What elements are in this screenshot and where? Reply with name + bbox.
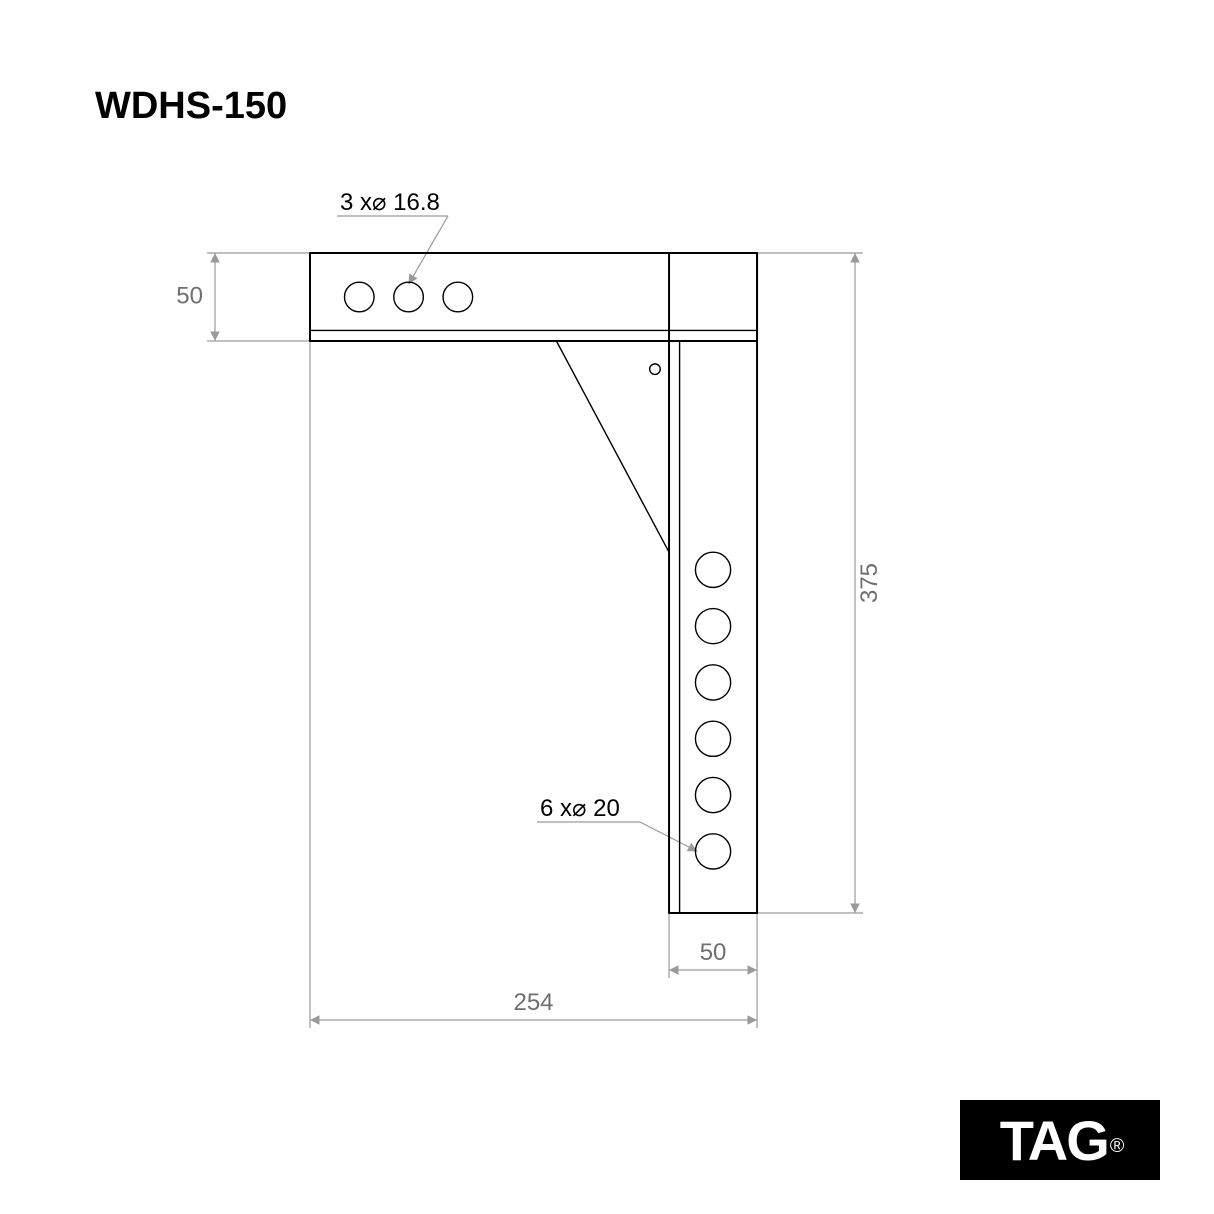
svg-text:3 x⌀ 16.8: 3 x⌀ 16.8 [340,189,440,216]
engineering-drawing: 50 375 50 254 3 x⌀ 16.8 6 x⌀ 20 [0,0,1214,1214]
brand-logo: TAG® [960,1100,1160,1180]
part-number-title: WDHS-150 [95,85,287,128]
svg-text:375: 375 [856,563,883,603]
brand-logo-text: TAG [1000,1108,1108,1173]
svg-text:50: 50 [176,282,203,309]
svg-text:254: 254 [513,989,553,1016]
svg-text:6 x⌀ 20: 6 x⌀ 20 [540,795,620,822]
svg-text:50: 50 [700,939,727,966]
